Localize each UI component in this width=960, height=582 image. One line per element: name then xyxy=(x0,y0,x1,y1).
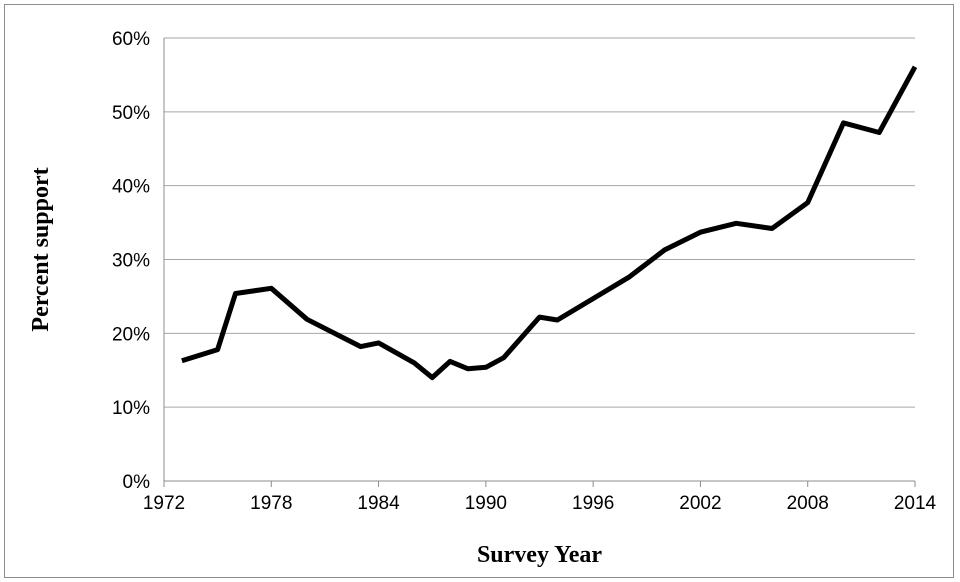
x-axis-title: Survey Year xyxy=(477,542,602,568)
x-tick-label: 1996 xyxy=(572,493,614,514)
x-tick-label: 1990 xyxy=(465,493,507,514)
gridlines xyxy=(164,37,915,408)
series-group xyxy=(181,65,918,381)
x-tick-label: 1984 xyxy=(357,493,400,514)
chart-frame xyxy=(4,4,954,578)
x-tick-label: 2008 xyxy=(787,493,829,514)
y-axis-title: Percent support xyxy=(28,167,54,331)
y-tick-label: 0% xyxy=(123,472,151,493)
x-tick-labels: 1972 1978 1984 1990 1996 2002 2008 2014 xyxy=(143,493,937,514)
axes xyxy=(163,38,916,487)
y-tick-labels: 0% 10% 20% 30% 40% 50% 60% xyxy=(112,29,150,493)
y-tick-label: 30% xyxy=(112,251,150,272)
x-tick-label: 1978 xyxy=(250,493,292,514)
series-line-0 xyxy=(181,65,918,381)
x-tick-label: 1972 xyxy=(143,493,185,514)
y-tick-label: 60% xyxy=(112,29,150,50)
x-tick-label: 2002 xyxy=(679,493,721,514)
y-tick-label: 20% xyxy=(112,324,150,345)
x-tick-label: 2014 xyxy=(894,493,937,514)
y-tick-label: 50% xyxy=(112,103,150,124)
y-tick-label: 10% xyxy=(112,398,150,419)
y-tick-label: 40% xyxy=(112,177,150,198)
